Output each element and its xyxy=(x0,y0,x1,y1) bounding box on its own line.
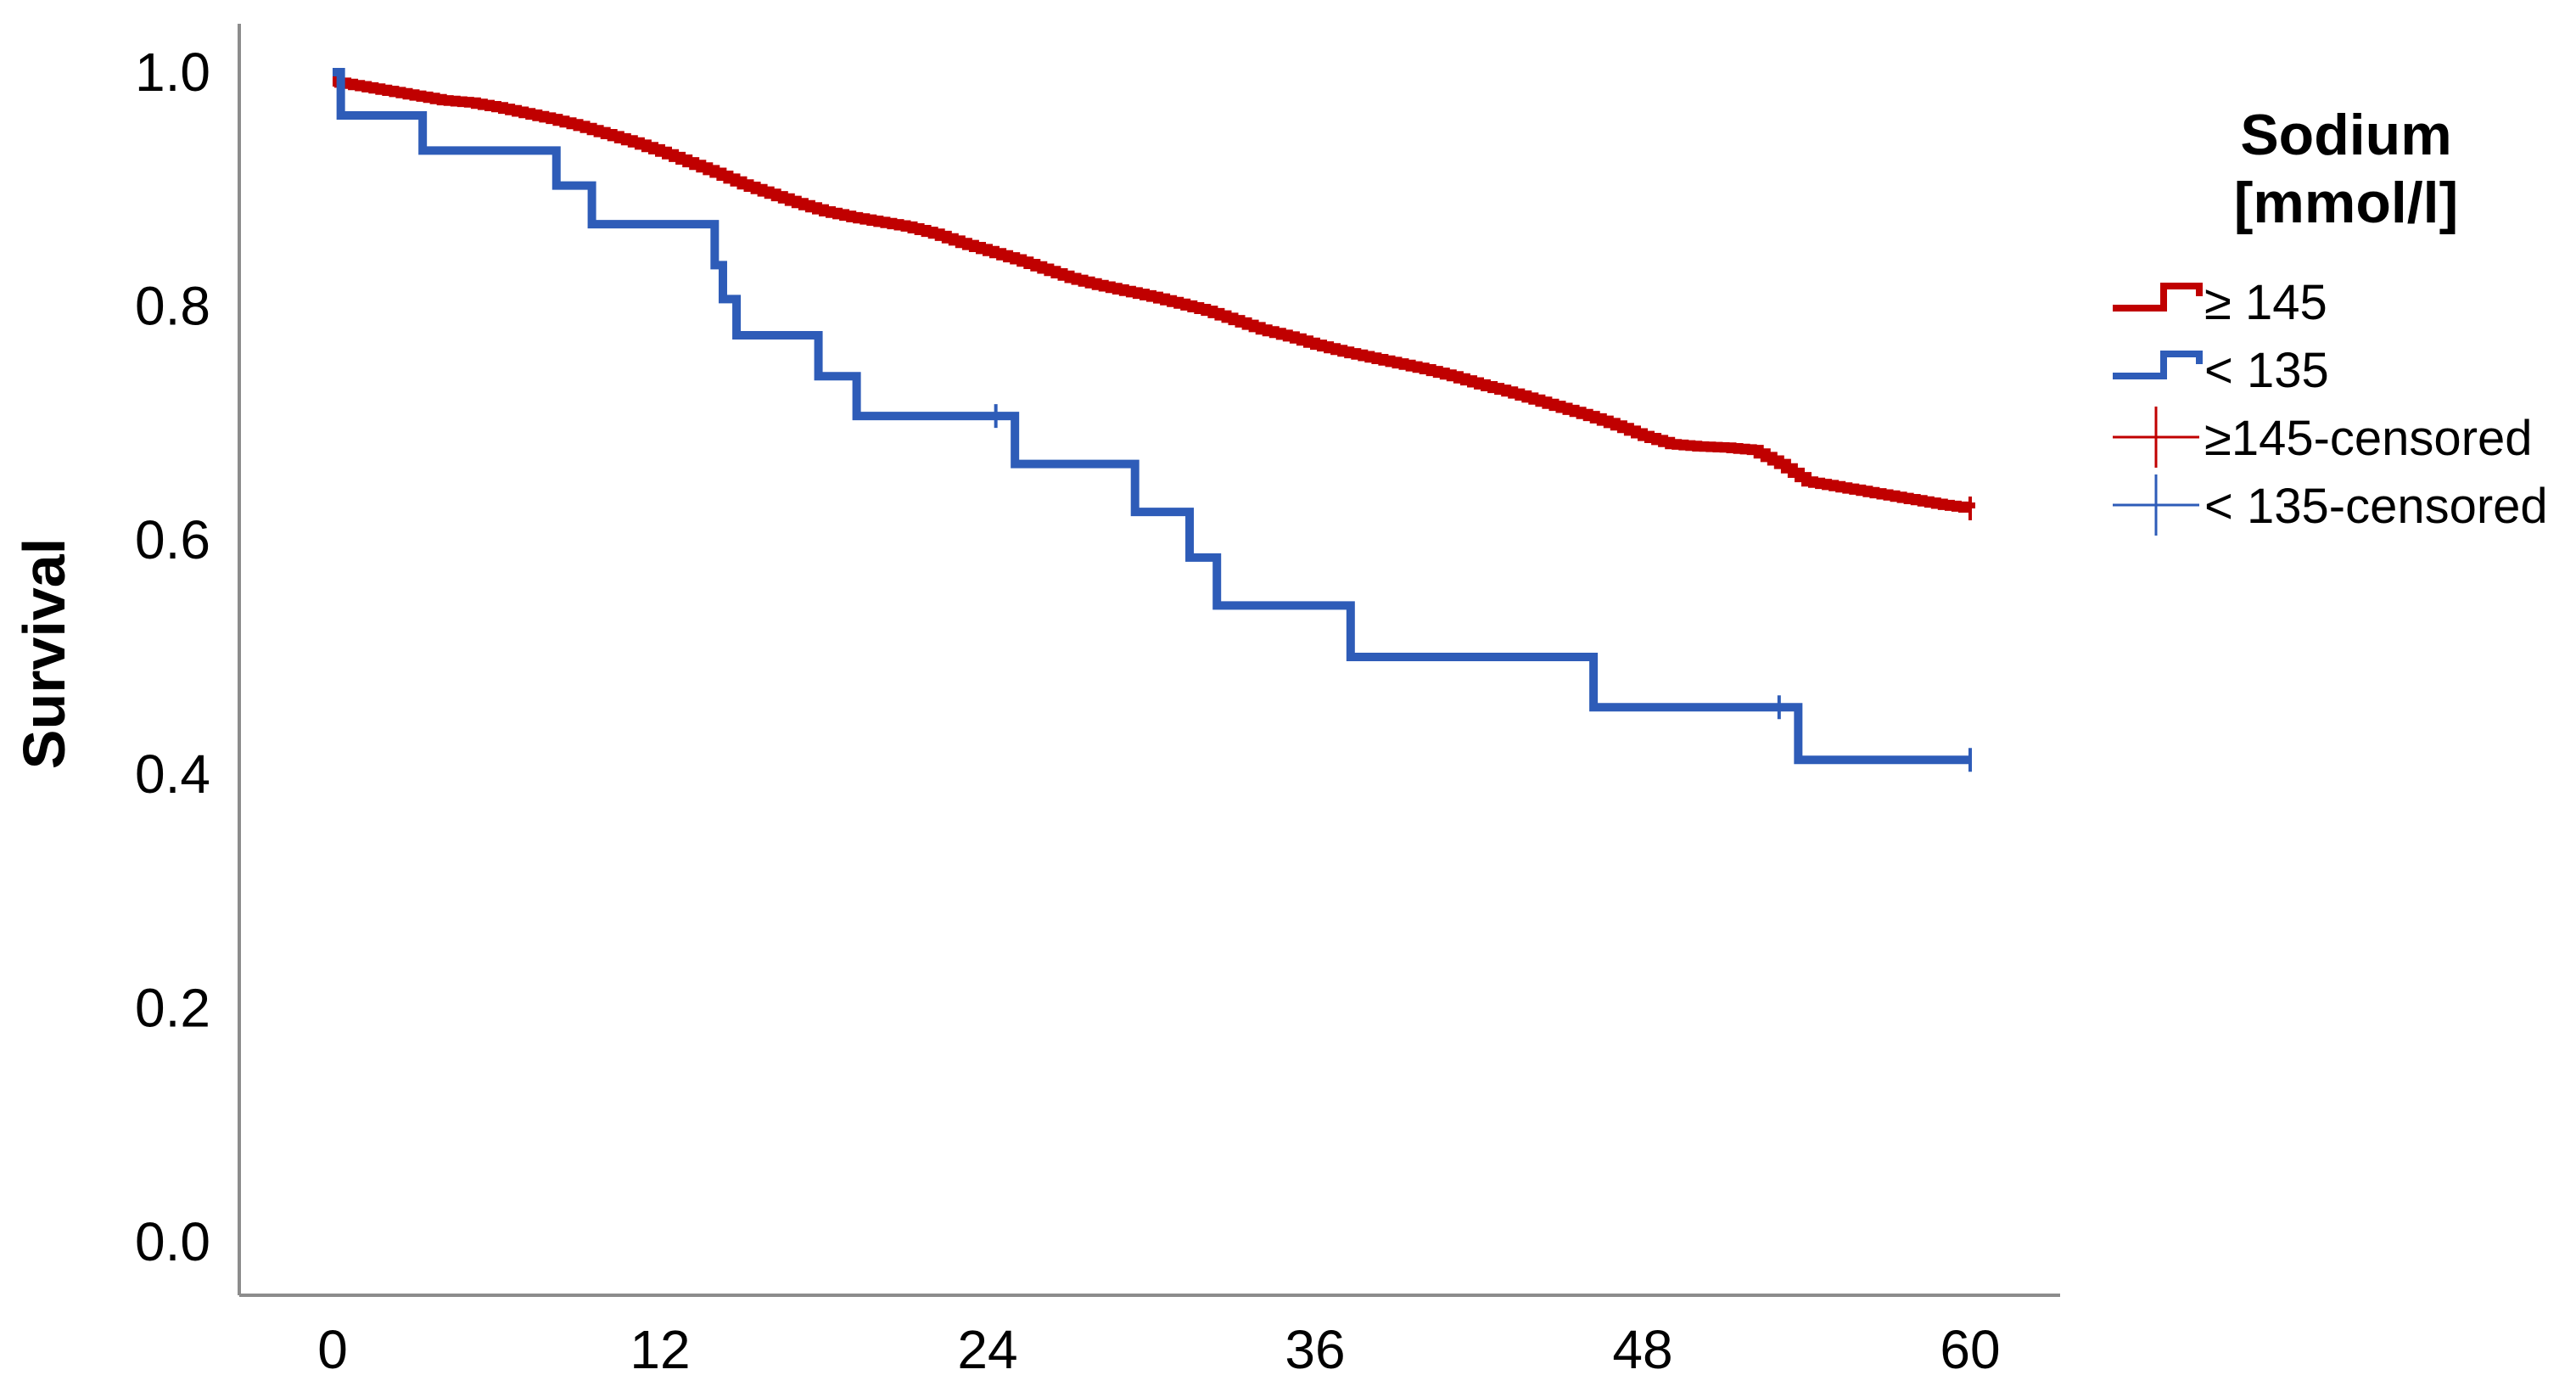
plot-axes xyxy=(238,24,2060,1297)
y-tick-label: 0.4 xyxy=(135,744,210,805)
legend-title-line-1: Sodium xyxy=(2240,103,2451,167)
series-line-sodium-lt-135 xyxy=(333,68,1970,765)
x-tick-label: 60 xyxy=(1940,1319,2000,1380)
y-tick-label: 0.8 xyxy=(135,276,210,337)
legend-entry: < 135-censored xyxy=(2113,474,2548,536)
legend-entry: ≥145-censored xyxy=(2113,407,2533,468)
legend-swatch-line xyxy=(2113,351,2203,379)
y-tick-label: 0.6 xyxy=(135,509,210,570)
x-tick-label: 0 xyxy=(317,1319,348,1380)
y-tick-label: 0.0 xyxy=(135,1211,210,1272)
y-tick-label: 0.2 xyxy=(135,977,210,1038)
legend-entries: ≥ 145 < 135 ≥145-censored < 135-censored xyxy=(2113,275,2548,536)
x-tick-label: 48 xyxy=(1612,1319,1672,1380)
legend-label: < 135 xyxy=(2204,343,2329,398)
legend-swatch-line xyxy=(2113,283,2203,312)
legend-entry: < 135 xyxy=(2113,343,2329,398)
legend-label: < 135-censored xyxy=(2204,479,2548,534)
legend-title-line-2: [mmol/l] xyxy=(2234,171,2458,235)
x-tick-label: 36 xyxy=(1285,1319,1345,1380)
series-line-sodium-ge-145 xyxy=(333,76,1975,513)
survival-curves xyxy=(333,68,1975,772)
y-tick-label: 1.0 xyxy=(135,42,210,103)
x-tick-label: 24 xyxy=(957,1319,1017,1380)
legend: Sodium [mmol/l] ≥ 145 < 135 ≥145-censored <… xyxy=(2113,103,2548,536)
x-tick-label: 12 xyxy=(630,1319,690,1380)
legend-label: ≥ 145 xyxy=(2204,275,2327,330)
legend-label: ≥145-censored xyxy=(2204,411,2533,466)
x-tick-labels: 0 12 24 36 48 60 xyxy=(317,1319,2000,1380)
legend-entry: ≥ 145 xyxy=(2113,275,2327,330)
y-axis-title: Survival xyxy=(11,538,77,769)
y-tick-labels: 0.0 0.2 0.4 0.6 0.8 1.0 xyxy=(135,42,210,1272)
